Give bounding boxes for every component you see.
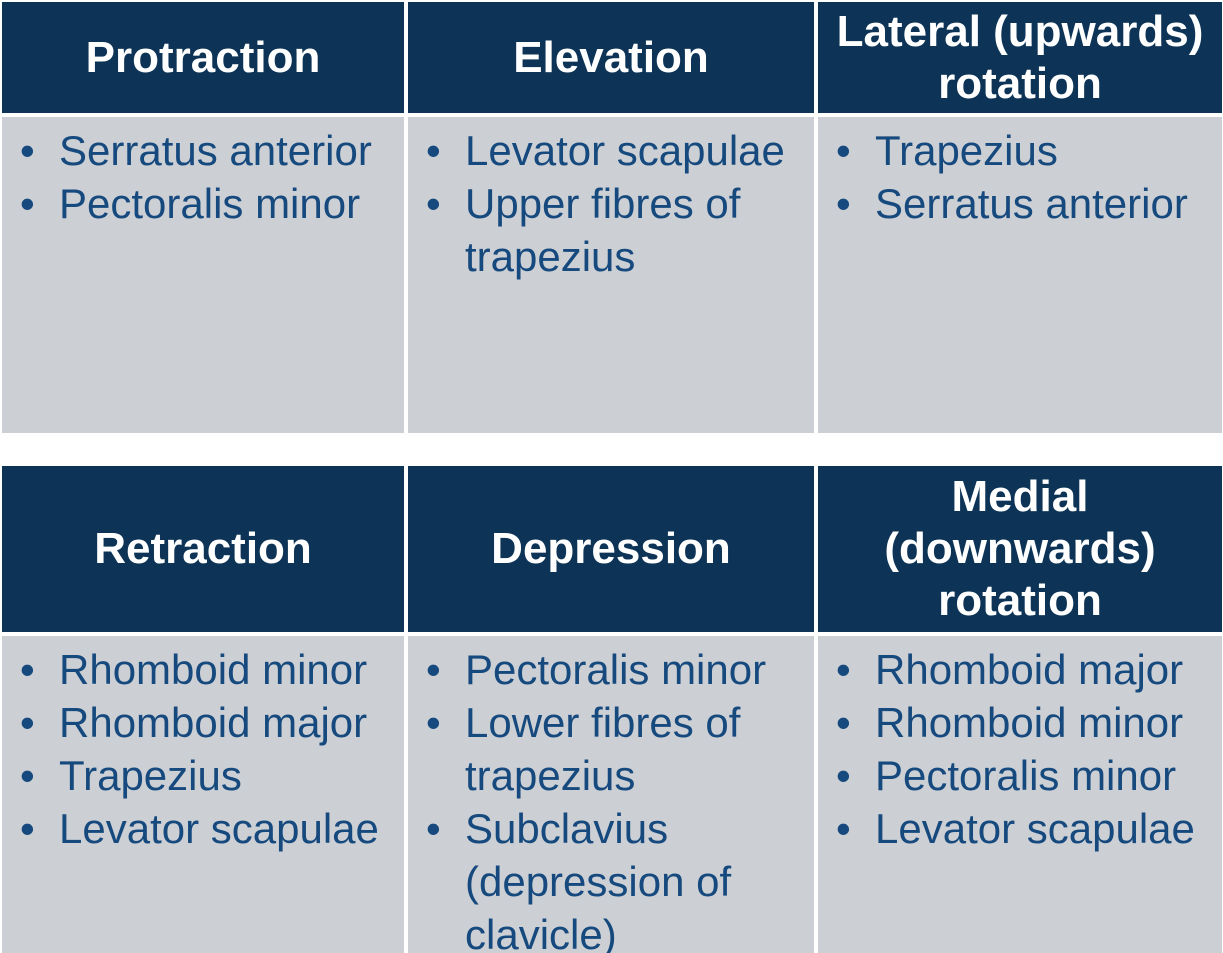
muscle-list: • Serratus anterior • Pectoralis minor [20, 124, 394, 230]
muscle-item: • Pectoralis minor [836, 749, 1212, 802]
bullet-icon: • [20, 805, 35, 852]
muscle-item: • Serratus anterior [836, 177, 1212, 230]
muscle-name: Levator scapulae [59, 805, 379, 852]
cell-elevation-muscles: • Levator scapulae • Upper fibres of tra… [408, 117, 814, 433]
muscle-name: Levator scapulae [465, 127, 785, 174]
table-scapular-movements-1: Protraction Elevation Lateral (upwards) … [2, 2, 1223, 433]
cell-protraction-muscles: • Serratus anterior • Pectoralis minor [2, 117, 404, 433]
muscle-name: Trapezius [59, 752, 242, 799]
bullet-icon: • [836, 699, 851, 746]
header-elevation: Elevation [408, 2, 814, 113]
bullet-icon: • [426, 127, 441, 174]
header-protraction: Protraction [2, 2, 404, 113]
muscle-list: • Rhomboid major • Rhomboid minor • Pect… [836, 643, 1212, 855]
muscle-item: • Pectoralis minor [426, 643, 804, 696]
header-depression: Depression [408, 466, 814, 632]
header-retraction: Retraction [2, 466, 404, 632]
bullet-icon: • [836, 805, 851, 852]
bullet-icon: • [20, 646, 35, 693]
bullet-icon: • [20, 752, 35, 799]
header-lateral-rotation: Lateral (upwards) rotation [818, 2, 1222, 113]
muscle-name: Pectoralis minor [59, 180, 361, 227]
bullet-icon: • [836, 752, 851, 799]
muscle-name: Rhomboid major [875, 646, 1184, 693]
bullet-icon: • [426, 180, 441, 227]
muscle-item: • Lower fibres of trapezius [426, 696, 804, 802]
muscle-item: • Rhomboid minor [20, 643, 394, 696]
bullet-icon: • [426, 699, 441, 746]
cell-depression-muscles: • Pectoralis minor • Lower fibres of tra… [408, 636, 814, 953]
bullet-icon: • [836, 646, 851, 693]
bullet-icon: • [20, 699, 35, 746]
muscle-item: • Levator scapulae [426, 124, 804, 177]
muscle-name: Pectoralis minor [465, 646, 767, 693]
muscle-name: Subclavius (depression of clavicle) [465, 805, 732, 953]
muscle-list: • Trapezius • Serratus anterior [836, 124, 1212, 230]
bullet-icon: • [426, 646, 441, 693]
muscle-item: • Rhomboid major [20, 696, 394, 749]
bullet-icon: • [426, 805, 441, 852]
muscle-name: Rhomboid minor [59, 646, 368, 693]
muscle-item: • Trapezius [20, 749, 394, 802]
header-medial-rotation: Medial (downwards) rotation [818, 466, 1222, 632]
muscle-item: • Upper fibres of trapezius [426, 177, 804, 283]
muscle-list: • Pectoralis minor • Lower fibres of tra… [426, 643, 804, 953]
muscle-item: • Rhomboid major [836, 643, 1212, 696]
muscle-name: Rhomboid major [59, 699, 368, 746]
muscle-name: Levator scapulae [875, 805, 1195, 852]
muscle-item: • Levator scapulae [836, 802, 1212, 855]
bullet-icon: • [20, 127, 35, 174]
cell-medial-rotation-muscles: • Rhomboid major • Rhomboid minor • Pect… [818, 636, 1222, 953]
muscle-name: Lower fibres of trapezius [465, 699, 741, 799]
table-scapular-movements-2: Retraction Depression Medial (downwards)… [2, 466, 1223, 953]
muscle-name: Trapezius [875, 127, 1058, 174]
bullet-icon: • [20, 180, 35, 227]
bullet-icon: • [836, 180, 851, 227]
muscle-name: Serratus anterior [59, 127, 372, 174]
muscle-list: • Levator scapulae • Upper fibres of tra… [426, 124, 804, 283]
bullet-icon: • [836, 127, 851, 174]
muscle-item: • Serratus anterior [20, 124, 394, 177]
muscle-name: Upper fibres of trapezius [465, 180, 741, 280]
muscle-item: • Pectoralis minor [20, 177, 394, 230]
muscle-item: • Rhomboid minor [836, 696, 1212, 749]
muscle-name: Rhomboid minor [875, 699, 1184, 746]
muscle-name: Pectoralis minor [875, 752, 1177, 799]
cell-lateral-rotation-muscles: • Trapezius • Serratus anterior [818, 117, 1222, 433]
muscle-item: • Subclavius (depression of clavicle) [426, 802, 804, 953]
cell-retraction-muscles: • Rhomboid minor • Rhomboid major • Trap… [2, 636, 404, 953]
muscle-name: Serratus anterior [875, 180, 1188, 227]
muscle-item: • Levator scapulae [20, 802, 394, 855]
muscle-list: • Rhomboid minor • Rhomboid major • Trap… [20, 643, 394, 855]
muscle-item: • Trapezius [836, 124, 1212, 177]
